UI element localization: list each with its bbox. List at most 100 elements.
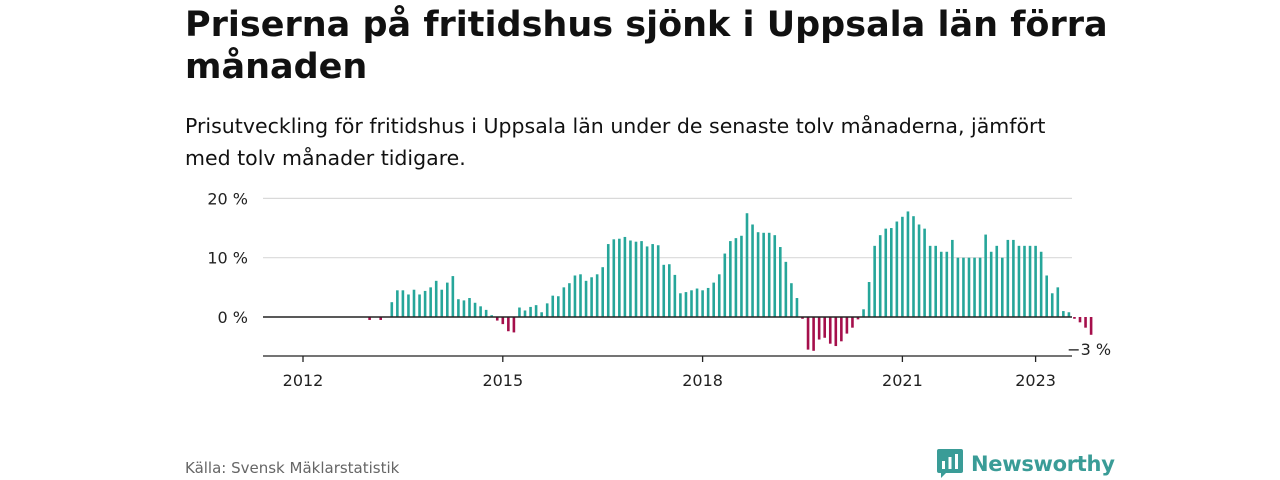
bar bbox=[1006, 239, 1010, 317]
bar bbox=[629, 240, 632, 317]
bar bbox=[867, 282, 871, 317]
bar bbox=[412, 289, 416, 317]
bar bbox=[584, 280, 588, 317]
bar bbox=[507, 317, 510, 332]
bar bbox=[645, 246, 649, 317]
bar bbox=[873, 245, 876, 317]
bar bbox=[518, 307, 521, 317]
x-tick-label: 2018 bbox=[682, 371, 723, 390]
bar bbox=[484, 309, 488, 317]
bar bbox=[762, 232, 765, 317]
bar bbox=[895, 221, 899, 317]
annotation-background bbox=[1070, 341, 1111, 355]
bar bbox=[856, 317, 860, 320]
bar bbox=[1023, 245, 1026, 317]
bar bbox=[1067, 312, 1071, 317]
bar-series bbox=[368, 211, 1093, 351]
bar bbox=[712, 282, 715, 317]
last-value-annotation: −3 % bbox=[1067, 340, 1111, 359]
bar bbox=[717, 274, 721, 317]
bar bbox=[512, 317, 516, 333]
bar bbox=[579, 274, 582, 317]
bar bbox=[551, 295, 555, 317]
bar bbox=[729, 241, 732, 317]
bar bbox=[995, 245, 999, 317]
bar bbox=[1017, 245, 1021, 317]
bar bbox=[862, 309, 865, 317]
bar bbox=[651, 244, 654, 317]
tick-labels: 20 % 10 % 0 % 2012 2015 2018 2021 2023 bbox=[207, 189, 1056, 390]
y-tick-label: 0 % bbox=[218, 308, 248, 327]
bar bbox=[945, 251, 949, 317]
bar bbox=[840, 317, 843, 342]
bar bbox=[612, 239, 616, 317]
bar bbox=[751, 224, 754, 317]
bar bbox=[606, 244, 610, 317]
bar bbox=[462, 300, 466, 317]
bar bbox=[823, 317, 826, 338]
bar bbox=[973, 257, 976, 317]
annotation-label: −3 % bbox=[1067, 340, 1111, 359]
bar bbox=[745, 213, 749, 317]
bar bbox=[418, 294, 421, 317]
bar bbox=[767, 232, 771, 317]
bar bbox=[479, 306, 482, 317]
y-tick-label: 10 % bbox=[207, 249, 248, 268]
bar bbox=[468, 298, 471, 317]
bar bbox=[939, 251, 943, 317]
x-tick-label: 2012 bbox=[283, 371, 324, 390]
bar-chart: 20 % 10 % 0 % 2012 2015 2018 2021 2023 −3 % bbox=[207, 189, 1111, 390]
bar bbox=[989, 251, 993, 317]
bar bbox=[845, 317, 849, 334]
bar bbox=[434, 280, 438, 317]
bar bbox=[901, 216, 904, 317]
x-tick-label: 2023 bbox=[1015, 371, 1056, 390]
bar bbox=[451, 276, 455, 317]
bar bbox=[817, 317, 821, 340]
bar bbox=[723, 253, 727, 317]
bar bbox=[529, 306, 532, 317]
x-tick-label: 2015 bbox=[482, 371, 523, 390]
y-tick-label: 20 % bbox=[207, 189, 248, 208]
bar bbox=[812, 317, 815, 351]
bar bbox=[662, 264, 666, 317]
bar bbox=[679, 293, 682, 317]
bar bbox=[917, 224, 921, 317]
bar bbox=[673, 274, 677, 317]
bar bbox=[1034, 245, 1037, 317]
bar bbox=[1056, 287, 1060, 317]
bar bbox=[523, 310, 527, 317]
bar bbox=[1039, 251, 1043, 317]
bar bbox=[690, 290, 693, 317]
bar bbox=[851, 317, 854, 328]
bar bbox=[545, 303, 549, 317]
bar bbox=[407, 294, 410, 317]
bar bbox=[984, 234, 987, 317]
bar bbox=[601, 267, 604, 317]
bar bbox=[884, 228, 888, 317]
bar bbox=[967, 257, 971, 317]
bar bbox=[756, 232, 760, 317]
bar bbox=[1084, 317, 1087, 328]
bar bbox=[1050, 293, 1054, 317]
bar bbox=[695, 288, 699, 317]
x-tick-label: 2021 bbox=[882, 371, 923, 390]
bar bbox=[495, 317, 499, 321]
bar bbox=[540, 312, 543, 317]
bar bbox=[390, 302, 394, 317]
bar bbox=[429, 287, 432, 317]
bar bbox=[701, 290, 704, 317]
bar bbox=[1001, 257, 1004, 317]
bar bbox=[962, 257, 965, 317]
bar bbox=[834, 317, 838, 347]
bar bbox=[906, 211, 910, 317]
bar bbox=[557, 296, 560, 317]
bar bbox=[684, 292, 688, 317]
bar bbox=[801, 317, 804, 319]
bar bbox=[1012, 239, 1015, 317]
bar bbox=[1062, 311, 1065, 317]
bar bbox=[562, 287, 566, 317]
bar bbox=[573, 275, 577, 317]
bar bbox=[978, 257, 982, 317]
bar bbox=[640, 241, 643, 317]
